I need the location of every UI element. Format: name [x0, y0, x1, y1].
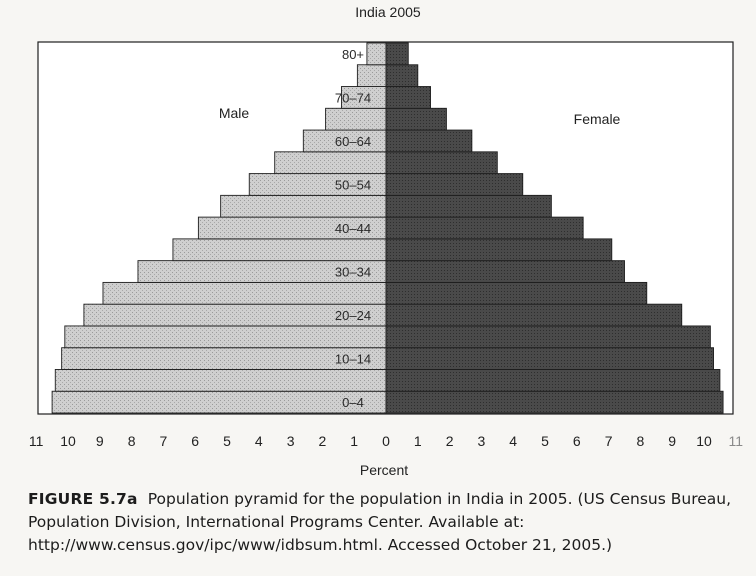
age-label-8: 40–44 [335, 221, 371, 236]
age-label-10: 50–54 [335, 177, 371, 192]
caption-label: FIGURE 5.7a [28, 490, 138, 508]
x-tick-7: 4 [255, 433, 263, 449]
bar-female-10 [385, 173, 524, 196]
bar-female-7 [385, 238, 613, 262]
bar-female-9 [385, 194, 552, 218]
x-tick-5: 6 [191, 433, 199, 449]
x-tick-13: 2 [446, 433, 454, 449]
x-axis-label: Percent [360, 462, 408, 478]
x-tick-19: 8 [637, 433, 645, 449]
bar-male-15 [356, 64, 387, 87]
x-tick-15: 4 [509, 433, 517, 449]
bar-female-1 [385, 369, 721, 392]
bar-male-7 [172, 238, 387, 262]
bar-female-3 [385, 325, 711, 349]
x-tick-12: 1 [414, 433, 422, 449]
age-label-14: 70–74 [335, 90, 371, 105]
bar-male-1 [54, 369, 387, 392]
age-label-16: 80+ [342, 47, 364, 62]
x-tick-16: 5 [541, 433, 549, 449]
bar-female-13 [385, 107, 447, 131]
bar-female-0 [385, 390, 724, 414]
x-tick-11: 0 [382, 433, 390, 449]
bar-female-2 [385, 347, 714, 370]
legend-label-female: Female [574, 111, 621, 127]
age-label-4: 20–24 [335, 308, 371, 323]
legend-label-male: Male [219, 105, 250, 121]
bar-female-8 [385, 216, 584, 240]
bar-male-13 [325, 107, 387, 131]
figure-caption: FIGURE 5.7a Population pyramid for the po… [28, 488, 748, 557]
x-tick-22: 11 [729, 433, 744, 449]
bar-female-12 [385, 129, 473, 153]
x-tick-20: 9 [668, 433, 676, 449]
x-tick-6: 5 [223, 433, 231, 449]
bars-group [51, 42, 724, 414]
x-tick-18: 7 [605, 433, 613, 449]
bar-male-16 [366, 42, 387, 66]
bar-female-4 [385, 303, 683, 327]
population-pyramid-svg: India 2005 0–4 10–14 20–24 30–34 40–44 50–54 6… [29, 4, 743, 478]
chart-title: India 2005 [355, 4, 421, 20]
bar-female-15 [385, 64, 419, 87]
bar-male-9 [220, 194, 387, 218]
bar-female-11 [385, 151, 498, 175]
bar-female-14 [385, 86, 431, 109]
age-label-12: 60–64 [335, 134, 371, 149]
age-label-0: 0–4 [342, 395, 364, 410]
bar-male-3 [64, 325, 387, 349]
bar-female-6 [385, 260, 625, 283]
age-label-2: 10–14 [335, 352, 371, 367]
x-tick-17: 6 [573, 433, 581, 449]
x-tick-14: 3 [478, 433, 486, 449]
x-axis-ticks: 11 10 9 8 7 6 5 4 3 2 1 0 1 2 3 4 5 6 7 8 9 10 11 [29, 433, 743, 449]
bar-female-5 [385, 281, 648, 305]
x-tick-3: 8 [128, 433, 136, 449]
x-tick-10: 1 [350, 433, 358, 449]
bar-male-5 [102, 281, 387, 305]
x-tick-0: 11 [29, 433, 44, 449]
bar-male-11 [274, 151, 387, 175]
bar-male-0 [51, 390, 387, 414]
age-group-labels: 0–4 10–14 20–24 30–34 40–44 50–54 60–64 70–74 80… [335, 47, 371, 410]
bar-female-16 [385, 42, 409, 66]
caption-text: Population pyramid for the population in… [28, 490, 732, 554]
x-tick-8: 3 [287, 433, 295, 449]
x-tick-21: 10 [696, 433, 712, 449]
x-tick-2: 9 [96, 433, 104, 449]
x-tick-9: 2 [319, 433, 327, 449]
population-pyramid-chart: India 2005 0–4 10–14 20–24 30–34 40–44 50–54 6… [29, 4, 743, 478]
x-tick-1: 10 [60, 433, 76, 449]
x-tick-4: 7 [160, 433, 168, 449]
age-label-6: 30–34 [335, 265, 371, 280]
